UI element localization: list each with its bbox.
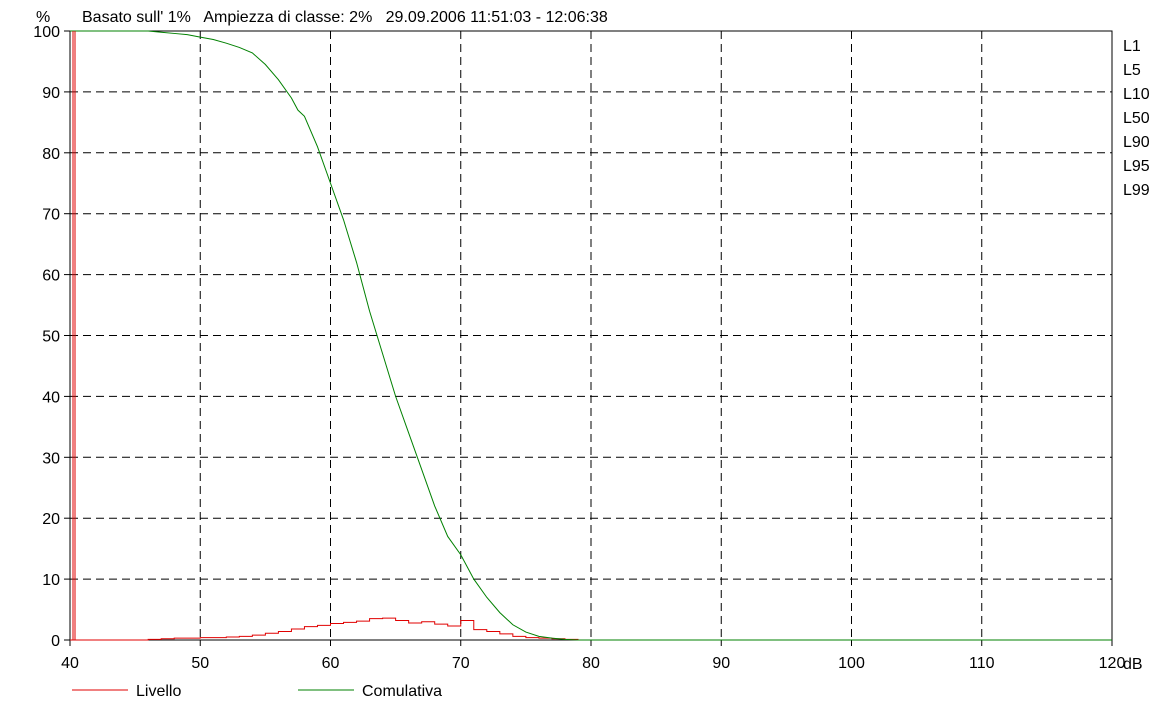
y-tick-label: 90 [42, 85, 60, 102]
x-tick-label: 100 [838, 655, 865, 672]
y-tick-label: 30 [42, 450, 60, 467]
percentile-label: L1 [1123, 38, 1141, 55]
x-tick-label: 40 [61, 655, 79, 672]
x-tick-label: 120 [1099, 655, 1126, 672]
percentile-label: L95 [1123, 158, 1150, 175]
grid [70, 30, 1113, 640]
series-line-comulativa [70, 30, 1112, 641]
y-tick-labels: 0 10 20 30 40 50 60 70 80 90 100 [33, 24, 70, 650]
y-tick-label: 80 [42, 146, 60, 163]
y-tick-label: 40 [42, 389, 60, 406]
x-tick-labels: 40 50 60 70 80 90 100 110 120 [61, 640, 1125, 672]
percentile-labels: L1 L5 L10 L50 L90 L95 L99 [1123, 38, 1150, 199]
y-tick-label: 60 [42, 268, 60, 285]
x-tick-label: 50 [191, 655, 209, 672]
y-tick-label: 50 [42, 329, 60, 346]
x-tick-label: 110 [969, 655, 995, 672]
series-line-livello [70, 617, 591, 641]
percentile-label: L10 [1123, 86, 1150, 103]
legend-label-comulativa: Comulativa [362, 683, 442, 700]
x-tick-label: 90 [712, 655, 730, 672]
y-tick-label: 10 [42, 572, 60, 589]
legend-label-livello: Livello [136, 683, 181, 700]
y-tick-label: 20 [42, 511, 60, 528]
percentile-label: L5 [1123, 62, 1141, 79]
percentile-label: L50 [1123, 110, 1150, 127]
x-tick-label: 70 [452, 655, 470, 672]
series-lines [70, 30, 1112, 641]
percentile-label: L99 [1123, 182, 1150, 199]
y-tick-label: 70 [42, 207, 60, 224]
y-unit-label: % [36, 9, 50, 26]
legend: Livello Comulativa [72, 683, 442, 700]
x-tick-label: 80 [582, 655, 600, 672]
x-tick-label: 60 [322, 655, 340, 672]
y-tick-label: 100 [33, 24, 60, 41]
y-tick-label: 0 [51, 633, 60, 650]
x-axis-unit-label: dB [1123, 656, 1143, 673]
percentile-label: L90 [1123, 134, 1150, 151]
chart-header-info: Basato sull' 1% Ampiezza di classe: 2% 2… [82, 9, 608, 26]
